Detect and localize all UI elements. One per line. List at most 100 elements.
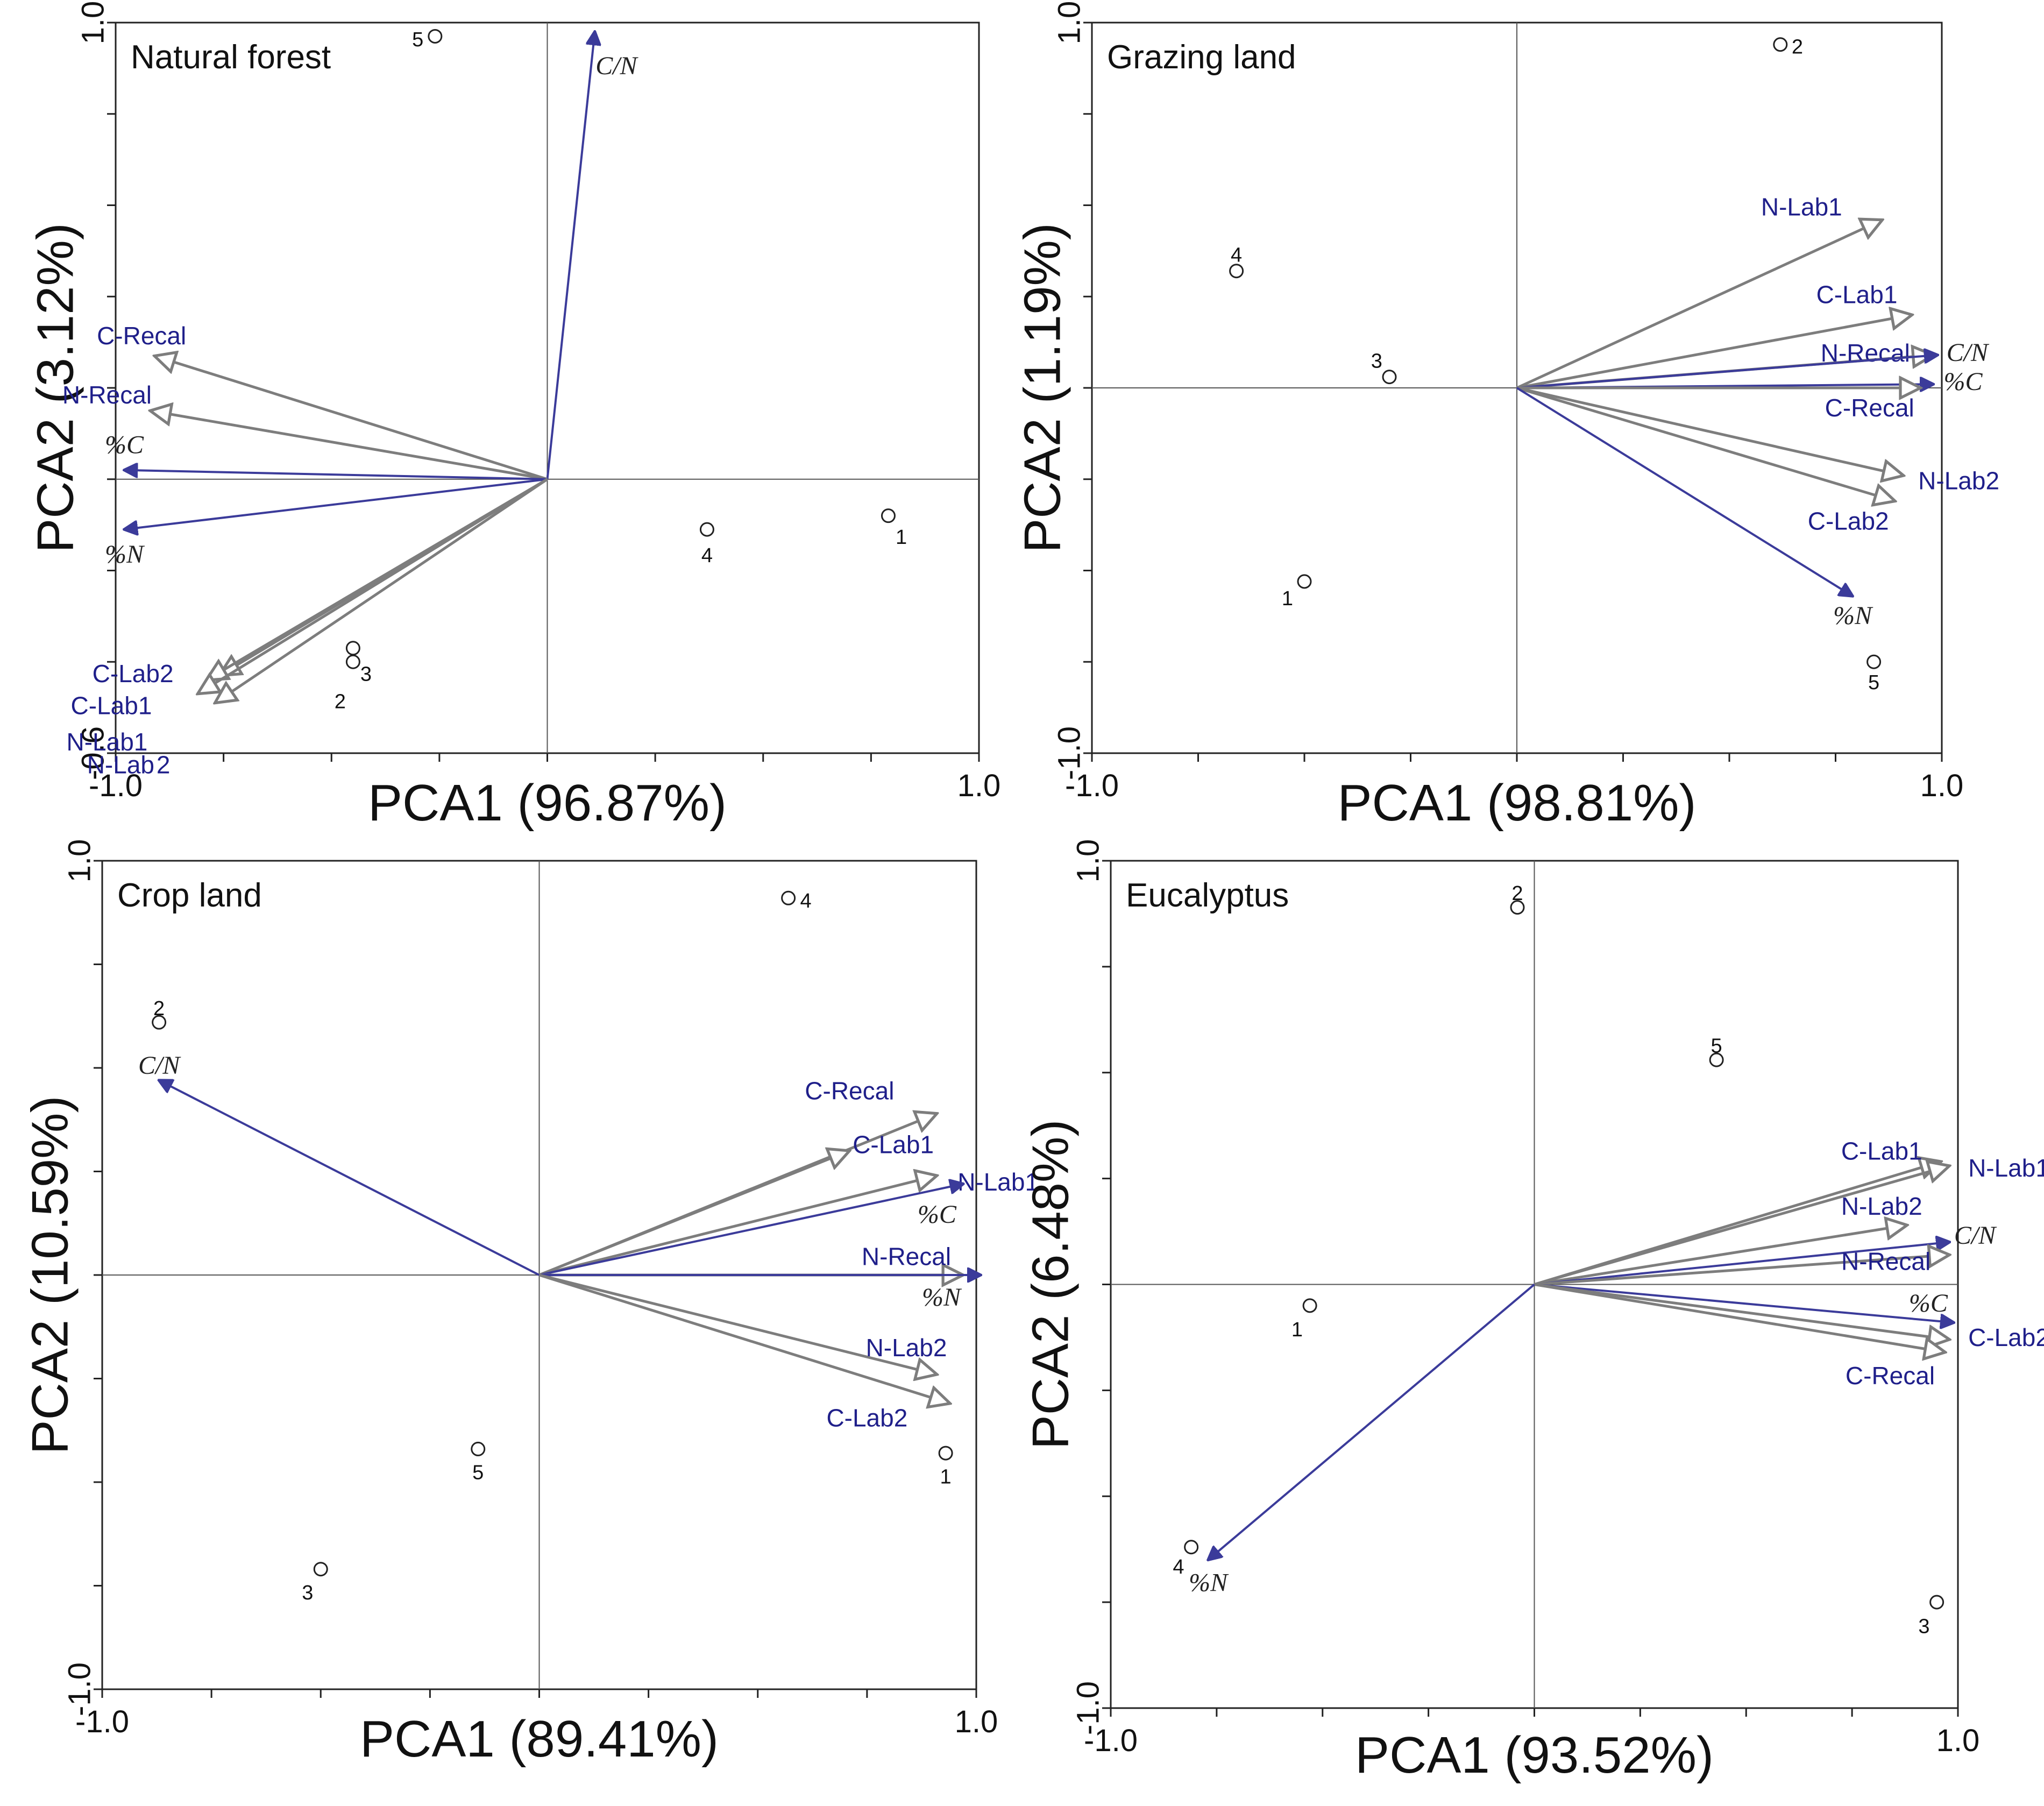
site-marker	[1302, 1298, 1317, 1313]
vector-pct-n: %N	[105, 478, 548, 569]
vector-pct-c: %C	[105, 430, 548, 480]
vector-arrow	[546, 32, 595, 479]
vector-c-lab2: C-Lab2	[1516, 386, 1895, 535]
vector-arrow	[1516, 387, 1853, 596]
vector-pct-n: %N	[1189, 1283, 1535, 1597]
vector-label: C-Lab2	[1808, 507, 1889, 535]
site-point-1: 1	[1282, 574, 1312, 610]
site-marker	[881, 508, 896, 523]
vector-arrow	[1534, 1242, 1950, 1286]
vector-label: C-Lab2	[1968, 1323, 2044, 1351]
site-label: 5	[412, 29, 423, 51]
y-tick-label: 1.0	[62, 839, 97, 883]
y-tick-label: 1.0	[75, 1, 110, 45]
site-label: 2	[1511, 882, 1523, 905]
vector-label: N-Lab1	[957, 1168, 1039, 1196]
site-label: 1	[1291, 1319, 1303, 1341]
vector-arrow	[197, 478, 548, 694]
site-point-3: 3	[1918, 1595, 1944, 1638]
vector-label: %C	[1909, 1289, 1948, 1318]
vector-n-recal: N-Recal	[1534, 1247, 1950, 1286]
site-point-1: 1	[881, 508, 907, 549]
vector-n-lab2: N-Lab2	[1516, 386, 1999, 495]
site-marker	[1382, 370, 1397, 385]
site-marker	[313, 1562, 328, 1577]
vector-label: C/N	[1947, 338, 1990, 367]
vector-label: N-Recal	[62, 381, 152, 409]
site-label: 3	[1371, 350, 1382, 373]
site-marker	[1929, 1595, 1944, 1610]
vector-c-recal: C-Recal	[97, 322, 548, 481]
vector-arrow	[538, 1175, 937, 1277]
site-point-5: 5	[1866, 654, 1882, 694]
vector-label: N-Recal	[1841, 1247, 1931, 1275]
panel-title: Natural forest	[131, 39, 331, 76]
vector-n-lab2: N-Lab2	[538, 1273, 947, 1375]
vector-label: C-Lab1	[71, 691, 152, 719]
x-axis-title: PCA1 (96.87%)	[368, 774, 727, 832]
vector-c-n: C/N	[138, 1051, 540, 1276]
vector-arrow	[1534, 1225, 1907, 1286]
vector-c-n: C/N	[546, 32, 639, 479]
vector-label: C-Lab2	[826, 1404, 907, 1432]
site-point-2: 2	[1510, 882, 1525, 915]
vector-arrow	[150, 410, 548, 481]
vector-c-recal: C-Recal	[1517, 388, 1921, 422]
site-label: 1	[896, 526, 907, 549]
site-marker	[345, 654, 360, 669]
site-label: 3	[360, 663, 372, 686]
vector-c-lab2: C-Lab2	[1534, 1283, 2044, 1351]
site-marker	[1709, 1052, 1724, 1067]
y-tick-label: -1.0	[1052, 726, 1087, 780]
x-axis-title: PCA1 (98.81%)	[1338, 774, 1697, 832]
vector-label: %N	[1189, 1569, 1229, 1597]
x-axis-title: PCA1 (89.41%)	[360, 1710, 719, 1768]
site-marker	[1229, 264, 1244, 279]
site-label: 4	[800, 890, 812, 912]
site-point-3: 3	[1371, 350, 1397, 385]
vector-arrow	[124, 470, 548, 480]
site-label: 2	[335, 691, 346, 713]
vector-label: C-Recal	[805, 1076, 894, 1104]
vector-arrow	[1534, 1166, 1950, 1286]
site-point-3: 3	[345, 654, 372, 686]
site-point-2: 2	[335, 641, 360, 713]
vector-label: C/N	[1954, 1221, 1997, 1250]
x-tick-label: -1.0	[1084, 1723, 1138, 1758]
vector-label: %N	[105, 540, 145, 569]
vector-pct-c: %C	[539, 1184, 963, 1276]
vector-c-recal: C-Recal	[1534, 1283, 1946, 1390]
vector-label: C-Lab1	[1841, 1137, 1922, 1165]
y-axis-title: PCA2 (3.12%)	[26, 223, 84, 553]
site-label: 3	[1918, 1615, 1929, 1638]
vector-n-recal: N-Recal	[62, 381, 548, 481]
vector-label: C-Recal	[1825, 394, 1914, 422]
site-label: 4	[1173, 1556, 1184, 1578]
vector-label: %C	[1944, 367, 1983, 396]
vector-arrow	[1516, 220, 1882, 389]
x-tick-label: -1.0	[89, 768, 143, 803]
vector-label: C-Lab1	[1816, 280, 1898, 308]
vector-c-lab2: C-Lab2	[93, 478, 548, 688]
site-point-3: 3	[302, 1562, 328, 1604]
vector-c-lab1: C-Lab1	[538, 1130, 934, 1277]
site-marker	[699, 522, 714, 537]
site-marker	[1184, 1540, 1199, 1555]
site-point-1: 1	[1291, 1298, 1317, 1341]
vector-arrow	[1534, 1255, 1950, 1286]
vector-arrow	[159, 1080, 540, 1276]
site-point-5: 5	[471, 1441, 486, 1484]
vector-c-lab2: C-Lab2	[538, 1273, 950, 1432]
vector-n-lab1: N-Lab1	[1534, 1154, 2044, 1286]
vector-arrow	[1516, 386, 1895, 501]
site-marker	[1866, 654, 1882, 669]
site-label: 1	[940, 1465, 952, 1488]
vector-n-lab1: N-Lab1	[1516, 193, 1882, 389]
panel-crop-land: -1.0 1.0 -1.0 1.0 Crop land PCA1 (89.41%) PCA2…	[21, 839, 1039, 1768]
vector-n-lab1: N-Lab1	[67, 478, 548, 756]
x-tick-label: -1.0	[75, 1704, 129, 1739]
vector-label: C-Lab1	[853, 1130, 934, 1158]
vector-n-lab1: N-Lab1	[538, 1168, 1039, 1277]
vector-label: N-Lab2	[866, 1334, 947, 1362]
site-marker	[152, 1015, 167, 1030]
